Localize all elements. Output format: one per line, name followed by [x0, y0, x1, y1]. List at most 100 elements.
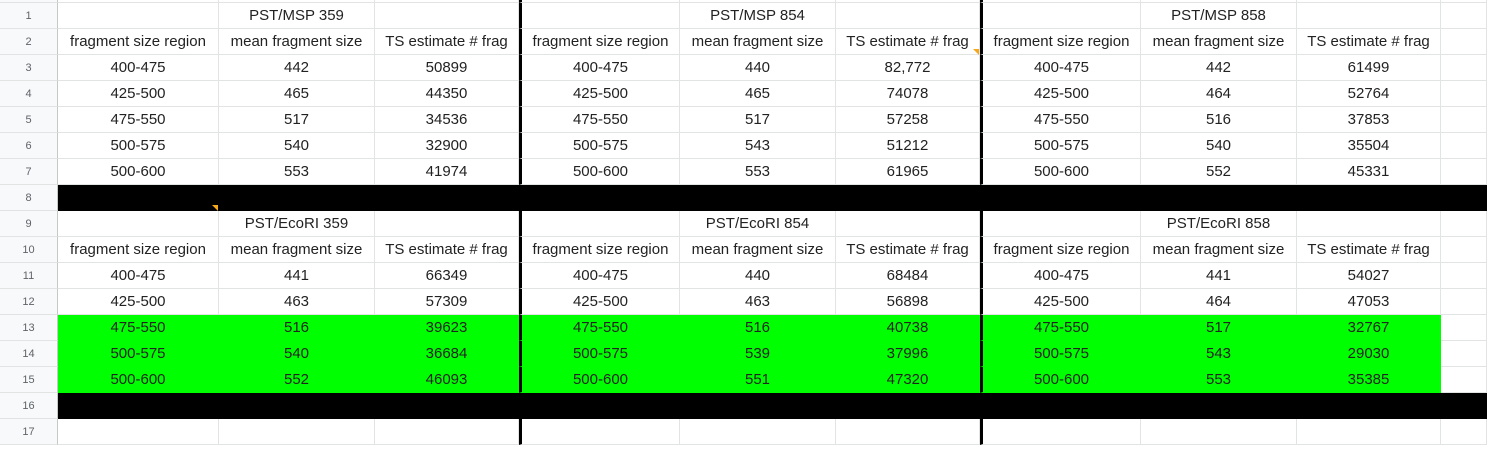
table-cell[interactable]: 425-500 [519, 289, 680, 315]
table-cell[interactable]: 425-500 [519, 81, 680, 107]
comment-marker-icon[interactable] [212, 205, 218, 211]
table-cell[interactable]: 500-575 [980, 341, 1141, 367]
table-cell[interactable]: 539 [680, 341, 836, 367]
empty-cell[interactable] [1441, 289, 1487, 315]
empty-cell[interactable] [1441, 107, 1487, 133]
table-cell[interactable]: 68484 [836, 263, 980, 289]
separator-cell[interactable] [1441, 185, 1487, 211]
table-cell[interactable]: 500-600 [519, 159, 680, 185]
column-header[interactable]: mean fragment size [219, 29, 375, 55]
table-cell[interactable]: 35385 [1297, 367, 1441, 393]
empty-cell[interactable] [1441, 211, 1487, 237]
empty-cell[interactable] [519, 419, 680, 445]
row-number[interactable]: 3 [0, 55, 58, 81]
table-cell[interactable]: 441 [219, 263, 375, 289]
comment-marker-icon[interactable] [973, 49, 979, 55]
row-number[interactable]: 2 [0, 29, 58, 55]
column-header[interactable]: fragment size region [980, 29, 1141, 55]
separator-cell[interactable] [375, 185, 519, 211]
table-cell[interactable]: 516 [1141, 107, 1297, 133]
row-number[interactable]: 14 [0, 341, 58, 367]
table-cell[interactable]: 553 [219, 159, 375, 185]
table-cell[interactable]: 540 [219, 133, 375, 159]
table-cell[interactable]: 500-600 [980, 159, 1141, 185]
column-header[interactable]: TS estimate # frag [836, 237, 980, 263]
table-cell[interactable]: 400-475 [980, 263, 1141, 289]
table-cell[interactable]: 500-575 [58, 341, 219, 367]
separator-cell[interactable] [219, 185, 375, 211]
table-cell[interactable]: 400-475 [519, 55, 680, 81]
table-cell[interactable]: 35504 [1297, 133, 1441, 159]
column-header[interactable]: fragment size region [58, 237, 219, 263]
table-cell[interactable]: 475-550 [980, 107, 1141, 133]
empty-cell[interactable] [836, 419, 980, 445]
table-cell[interactable]: 475-550 [58, 107, 219, 133]
table-cell[interactable]: 29030 [1297, 341, 1441, 367]
separator-cell[interactable] [980, 185, 1141, 211]
row-number[interactable]: 6 [0, 133, 58, 159]
table-cell[interactable]: 500-575 [58, 133, 219, 159]
separator-cell[interactable] [1297, 393, 1441, 419]
table-cell[interactable]: 32767 [1297, 315, 1441, 341]
table-cell[interactable]: 475-550 [519, 315, 680, 341]
table-cell[interactable]: 517 [1141, 315, 1297, 341]
separator-cell[interactable] [519, 393, 680, 419]
table-cell[interactable]: 551 [680, 367, 836, 393]
row-number[interactable]: 9 [0, 211, 58, 237]
row-number[interactable]: 1 [0, 3, 58, 29]
table-cell[interactable]: 543 [1141, 341, 1297, 367]
row-number[interactable]: 10 [0, 237, 58, 263]
column-header[interactable]: mean fragment size [680, 237, 836, 263]
table-title[interactable]: PST/EcoRI 359 [219, 211, 375, 237]
row-number[interactable]: 4 [0, 81, 58, 107]
separator-cell[interactable] [836, 393, 980, 419]
empty-cell[interactable] [375, 211, 519, 237]
empty-cell[interactable] [1441, 419, 1487, 445]
column-header[interactable]: mean fragment size [1141, 29, 1297, 55]
empty-cell[interactable] [1297, 211, 1441, 237]
table-cell[interactable]: 500-575 [519, 133, 680, 159]
table-cell[interactable]: 475-550 [519, 107, 680, 133]
table-cell[interactable]: 540 [1141, 133, 1297, 159]
table-cell[interactable]: 57309 [375, 289, 519, 315]
empty-cell[interactable] [1297, 3, 1441, 29]
table-cell[interactable]: 543 [680, 133, 836, 159]
table-cell[interactable]: 56898 [836, 289, 980, 315]
table-cell[interactable]: 40738 [836, 315, 980, 341]
table-cell[interactable]: 50899 [375, 55, 519, 81]
empty-cell[interactable] [1441, 159, 1487, 185]
row-number[interactable]: 17 [0, 419, 58, 445]
table-cell[interactable]: 441 [1141, 263, 1297, 289]
column-header[interactable]: fragment size region [519, 29, 680, 55]
table-cell[interactable]: 464 [1141, 81, 1297, 107]
column-header[interactable]: TS estimate # frag [375, 237, 519, 263]
table-cell[interactable]: 475-550 [980, 315, 1141, 341]
empty-cell[interactable] [1441, 367, 1487, 393]
row-number[interactable]: 15 [0, 367, 58, 393]
table-cell[interactable]: 400-475 [58, 263, 219, 289]
table-cell[interactable]: 465 [680, 81, 836, 107]
table-cell[interactable]: 517 [219, 107, 375, 133]
table-title[interactable]: PST/MSP 359 [219, 3, 375, 29]
row-number[interactable]: 13 [0, 315, 58, 341]
column-header[interactable]: TS estimate # frag [1297, 237, 1441, 263]
empty-cell[interactable] [1441, 315, 1487, 341]
empty-cell[interactable] [1441, 3, 1487, 29]
table-cell[interactable]: 37853 [1297, 107, 1441, 133]
table-cell[interactable]: 442 [219, 55, 375, 81]
table-cell[interactable]: 440 [680, 55, 836, 81]
table-cell[interactable]: 425-500 [58, 81, 219, 107]
empty-cell[interactable] [1297, 419, 1441, 445]
table-cell[interactable]: 475-550 [58, 315, 219, 341]
table-cell[interactable]: 34536 [375, 107, 519, 133]
empty-cell[interactable] [1141, 419, 1297, 445]
empty-cell[interactable] [1441, 341, 1487, 367]
column-header[interactable]: mean fragment size [680, 29, 836, 55]
table-cell[interactable]: 516 [219, 315, 375, 341]
table-cell[interactable]: 553 [680, 159, 836, 185]
separator-cell[interactable] [375, 393, 519, 419]
column-header[interactable]: fragment size region [58, 29, 219, 55]
table-cell[interactable]: 553 [1141, 367, 1297, 393]
row-number[interactable]: 11 [0, 263, 58, 289]
empty-cell[interactable] [375, 3, 519, 29]
